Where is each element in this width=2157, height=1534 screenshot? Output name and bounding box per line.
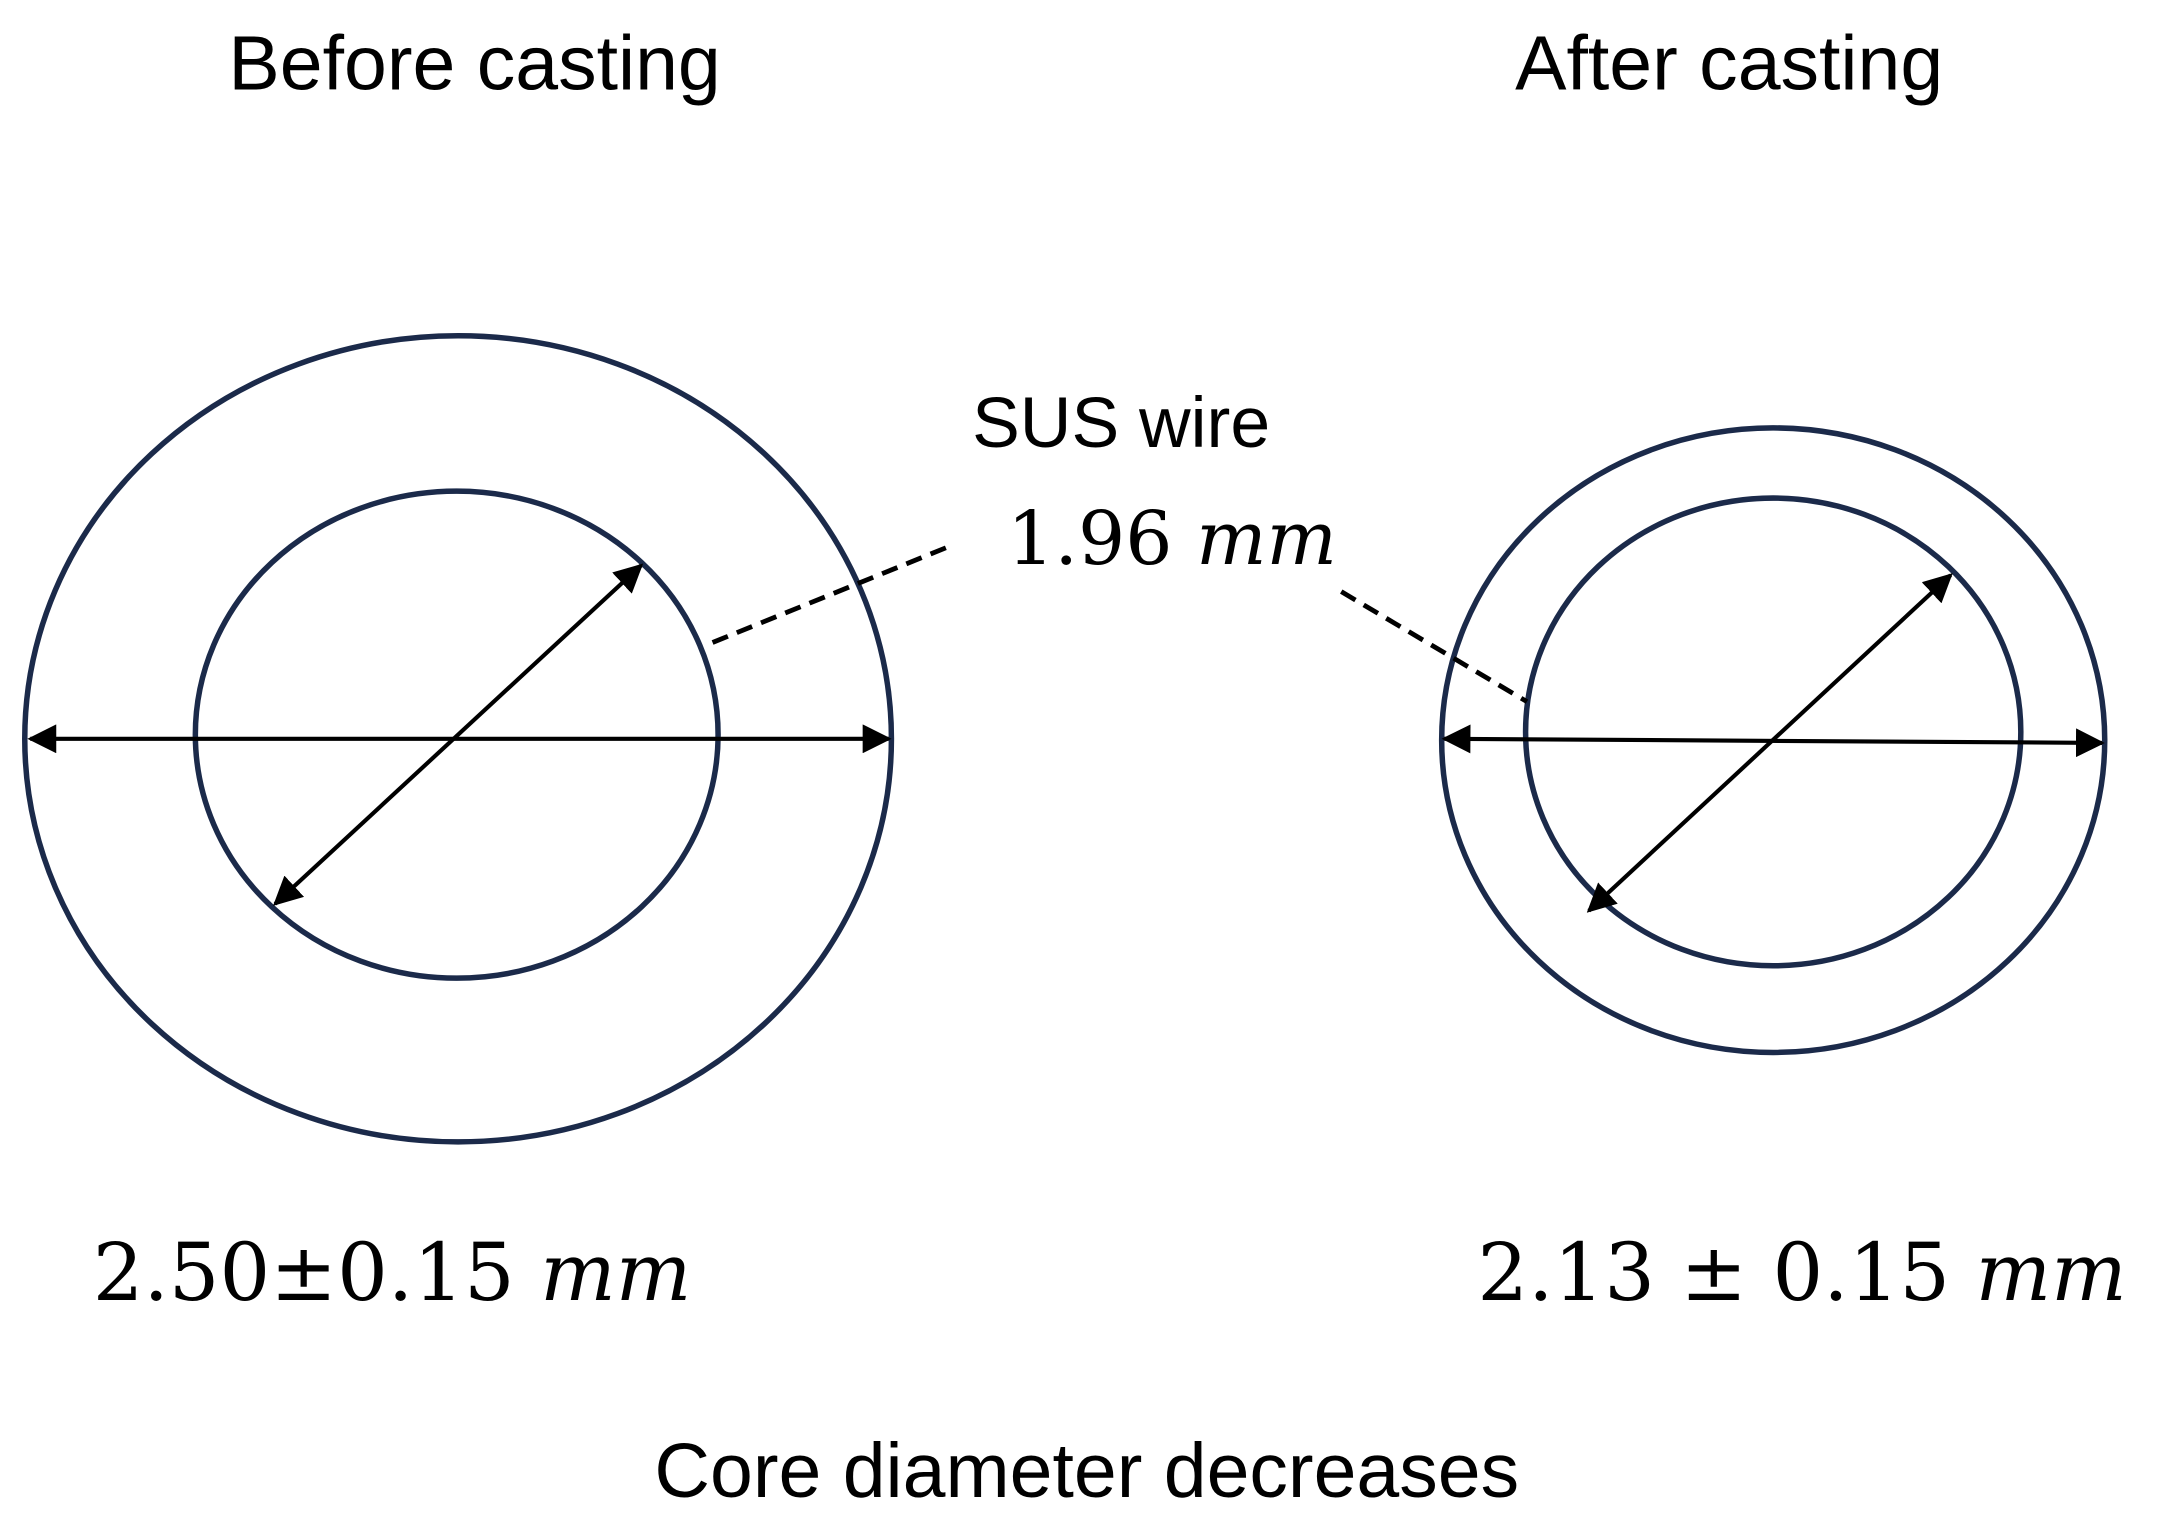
inner-ring-after [1522, 495, 2024, 969]
inner-diameter-arrow [273, 563, 644, 906]
wire-label: SUS wire [972, 383, 1270, 463]
wire-diameter: 1.96 mm [1007, 495, 1337, 582]
inner-diameter-arrow [1586, 573, 1953, 913]
before-title: Before casting [228, 20, 720, 106]
leader-line [1340, 589, 1529, 704]
value: 1.96 [1007, 495, 1172, 582]
value: 2.50±0.15 [93, 1226, 515, 1319]
caption: Core diameter decreases [654, 1428, 1519, 1514]
value: 2.13 ± 0.15 [1477, 1226, 1950, 1319]
leader-line [711, 545, 948, 645]
after-diameter: 2.13 ± 0.15 mm [1477, 1226, 2126, 1319]
unit: mm [1976, 1226, 2127, 1319]
before-diameter: 2.50±0.15 mm [93, 1226, 692, 1319]
unit: mm [1196, 495, 1337, 582]
after-title: After casting [1515, 20, 1943, 106]
unit: mm [540, 1226, 691, 1319]
